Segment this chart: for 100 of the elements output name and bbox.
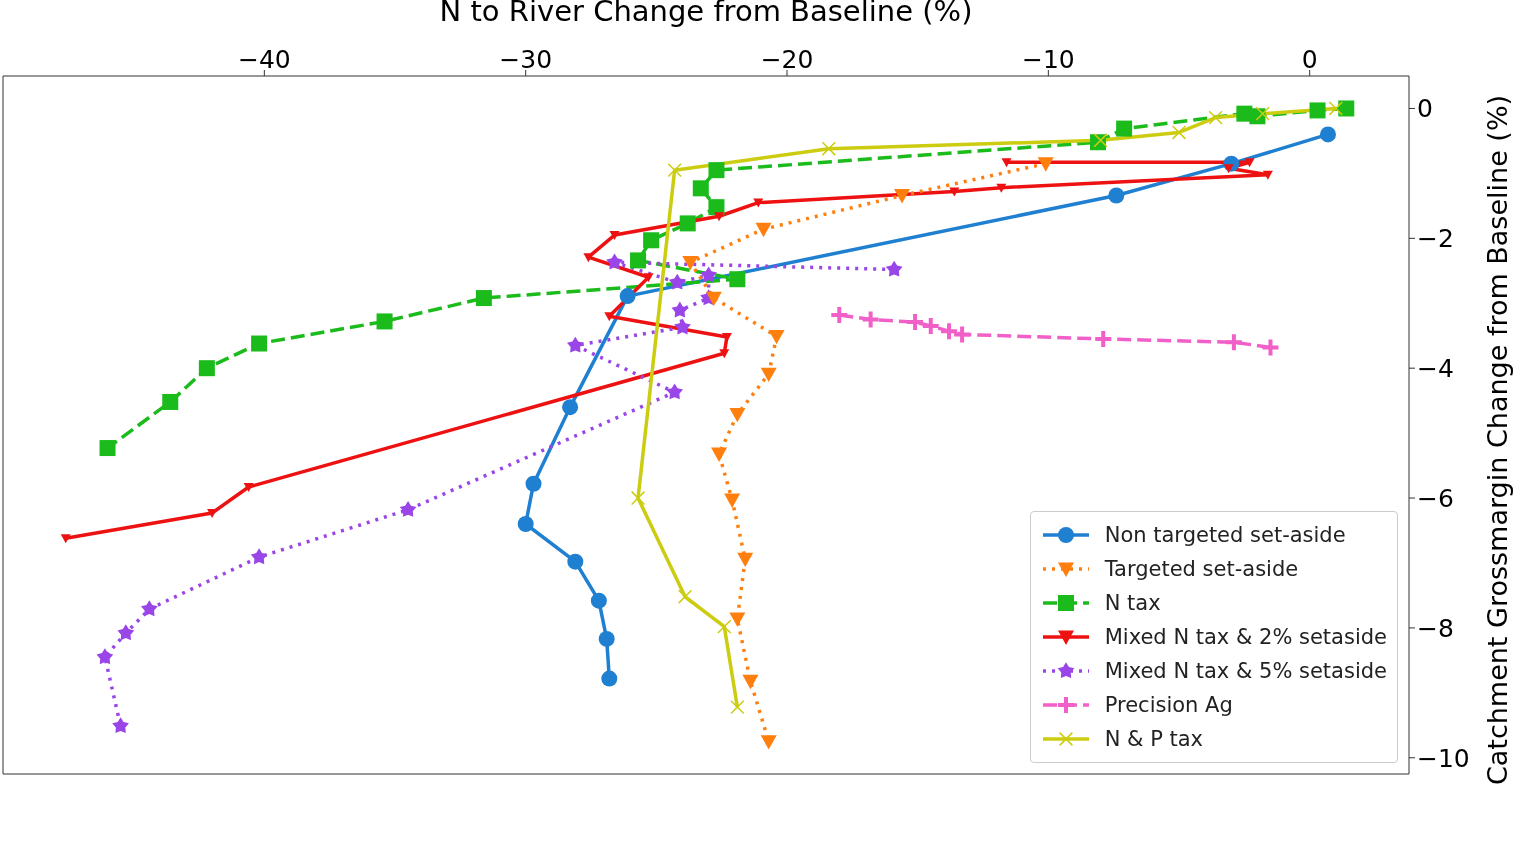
point xyxy=(630,252,647,269)
point xyxy=(630,490,646,506)
point xyxy=(1262,170,1273,180)
point xyxy=(885,260,903,277)
point xyxy=(562,399,579,416)
point xyxy=(667,163,682,178)
y-tick-label: −2 xyxy=(1417,224,1454,254)
point xyxy=(719,349,730,359)
point xyxy=(475,290,492,307)
point xyxy=(1319,126,1336,143)
point xyxy=(604,312,615,322)
y-axis-title: Catchment Grossmargin Change from Baseline (%) xyxy=(1481,94,1513,786)
point xyxy=(243,483,254,493)
point xyxy=(755,222,772,238)
y-tick-label: 0 xyxy=(1417,94,1433,124)
point xyxy=(671,301,689,318)
point xyxy=(742,674,759,690)
point xyxy=(1260,337,1281,358)
point xyxy=(1255,106,1270,121)
point xyxy=(705,291,722,307)
point xyxy=(679,215,696,232)
point xyxy=(729,612,746,627)
y-tick-label: −10 xyxy=(1417,743,1470,773)
point xyxy=(952,324,973,345)
legend-label: Precision Ag xyxy=(1104,693,1233,717)
point xyxy=(1001,158,1012,168)
point xyxy=(949,187,960,197)
point xyxy=(724,493,741,508)
point xyxy=(708,162,725,179)
point xyxy=(1108,187,1125,204)
point xyxy=(99,440,116,457)
point xyxy=(1236,105,1253,122)
point xyxy=(760,735,777,750)
point xyxy=(606,253,623,270)
point xyxy=(1244,158,1255,168)
point xyxy=(939,321,960,342)
point xyxy=(1223,332,1244,353)
point xyxy=(60,534,71,544)
point xyxy=(96,648,114,665)
legend-label: N tax xyxy=(1104,591,1161,615)
point xyxy=(399,500,417,517)
point xyxy=(1037,157,1054,172)
legend-label: Non targeted set-aside xyxy=(1104,523,1346,547)
point xyxy=(737,552,754,568)
point xyxy=(717,619,732,634)
legend-label: Mixed N tax & 2% setaside xyxy=(1104,625,1387,649)
point xyxy=(730,699,745,715)
x-tick-label: −40 xyxy=(237,45,291,74)
point xyxy=(1093,328,1114,349)
point xyxy=(643,273,654,283)
point xyxy=(729,271,746,288)
point xyxy=(666,383,684,400)
point xyxy=(996,183,1007,193)
y-tick-label: −4 xyxy=(1417,354,1454,384)
point xyxy=(753,198,764,208)
point xyxy=(525,475,542,492)
point xyxy=(601,670,618,687)
point xyxy=(760,367,777,383)
y-tick-label: −8 xyxy=(1417,613,1454,643)
point xyxy=(905,312,926,333)
x-tick-label: −30 xyxy=(499,45,553,74)
point xyxy=(162,393,179,410)
point xyxy=(250,548,268,565)
point xyxy=(566,336,584,353)
point xyxy=(117,624,135,641)
point xyxy=(198,360,215,377)
point xyxy=(668,273,686,290)
point xyxy=(682,255,699,271)
point xyxy=(768,329,785,345)
point xyxy=(1171,125,1187,140)
point xyxy=(711,447,728,462)
point xyxy=(894,189,910,204)
point xyxy=(677,589,693,604)
point xyxy=(1208,110,1223,125)
point xyxy=(860,309,881,330)
point xyxy=(376,313,393,330)
point xyxy=(829,304,850,325)
point xyxy=(140,600,158,617)
point xyxy=(590,592,607,609)
point xyxy=(112,717,129,734)
x-tick-label: −20 xyxy=(760,45,814,74)
point xyxy=(1116,120,1133,137)
point xyxy=(1328,101,1343,116)
point xyxy=(517,516,534,533)
point xyxy=(567,553,584,570)
point xyxy=(1338,100,1355,117)
point xyxy=(714,212,725,222)
point xyxy=(643,232,660,249)
point xyxy=(692,180,709,197)
point xyxy=(609,231,620,241)
point xyxy=(251,335,268,352)
point xyxy=(821,141,836,156)
point xyxy=(619,288,636,305)
legend-label: Mixed N tax & 5% setaside xyxy=(1104,659,1387,683)
x-tick-label: −10 xyxy=(1021,45,1075,74)
point xyxy=(598,630,615,647)
legend-label: Targeted set-aside xyxy=(1104,557,1299,581)
legend-label: N & P tax xyxy=(1104,727,1204,751)
point xyxy=(729,407,746,423)
x-tick-label: 0 xyxy=(1301,45,1318,74)
